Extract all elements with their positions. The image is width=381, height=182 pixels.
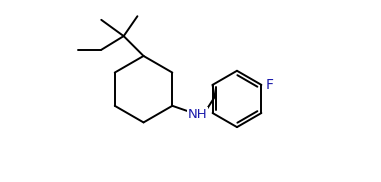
- Text: F: F: [266, 78, 274, 92]
- Text: NH: NH: [188, 108, 208, 121]
